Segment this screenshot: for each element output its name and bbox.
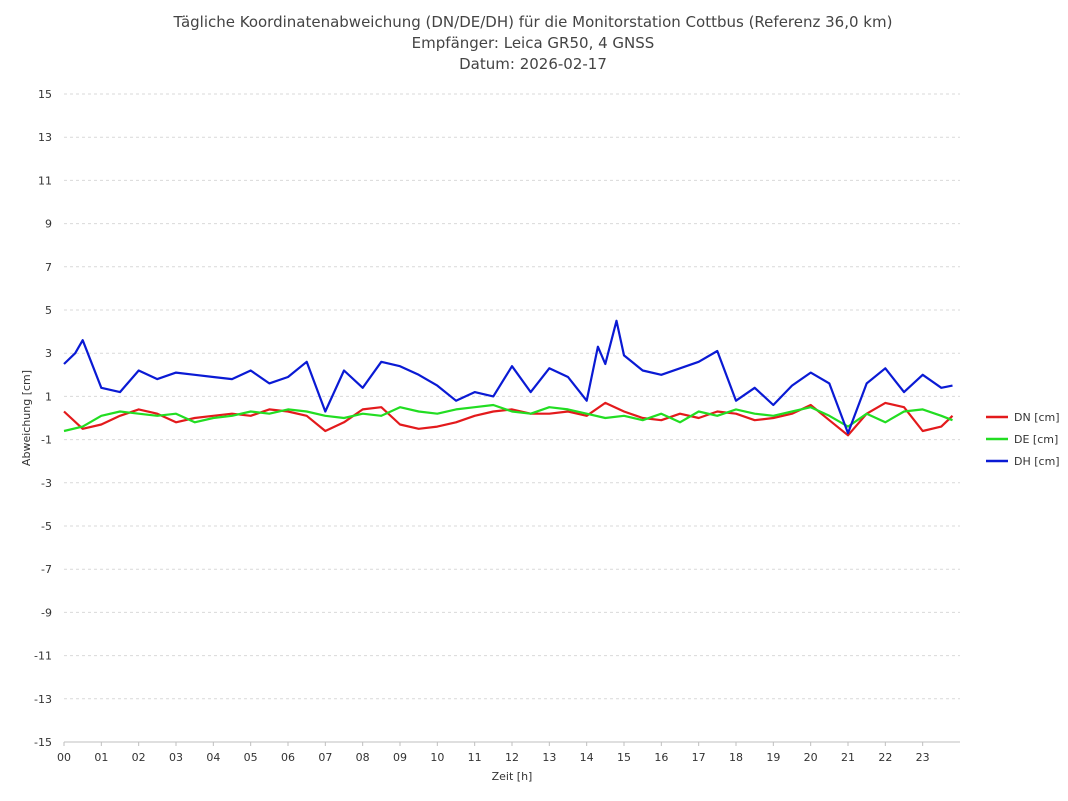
x-tick-label: 08: [356, 751, 370, 764]
y-tick-label: 5: [45, 304, 52, 317]
y-tick-label: 7: [45, 261, 52, 274]
series-line-dh: [63, 319, 953, 435]
x-tick-label: 14: [580, 751, 594, 764]
y-tick-label: 3: [45, 347, 52, 360]
series-line-dn: [63, 401, 954, 437]
y-tick-label: -15: [34, 736, 52, 749]
chart-title-line: Empfänger: Leica GR50, 4 GNSS: [412, 34, 655, 52]
y-tick-label: -7: [41, 563, 52, 576]
y-tick-label: 15: [38, 88, 52, 101]
x-tick-label: 15: [617, 751, 631, 764]
x-tick-label: 07: [318, 751, 332, 764]
y-tick-label: 9: [45, 218, 52, 231]
x-tick-label: 03: [169, 751, 183, 764]
x-tick-label: 10: [430, 751, 444, 764]
y-axis-label: Abweichung [cm]: [20, 370, 33, 466]
x-tick-label: 05: [244, 751, 258, 764]
y-tick-label: -5: [41, 520, 52, 533]
x-tick-label: 02: [132, 751, 146, 764]
x-tick-label: 00: [57, 751, 71, 764]
x-axis-label: Zeit [h]: [492, 770, 533, 783]
x-tick-label: 01: [94, 751, 108, 764]
x-tick-label: 20: [804, 751, 818, 764]
x-tick-label: 06: [281, 751, 295, 764]
y-tick-label: -13: [34, 693, 52, 706]
legend: DN [cm] DE [cm] DH [cm]: [986, 411, 1060, 468]
y-tick-label: 13: [38, 131, 52, 144]
legend-label: DH [cm]: [1014, 455, 1060, 468]
y-tick-label: 1: [45, 390, 52, 403]
series-lines: [63, 319, 954, 437]
x-tick-label: 12: [505, 751, 519, 764]
x-axis-ticks: 00 01 02 03 04 05 06 07 08 09 10 11 12 13 14 15 16 17 18 19…: [57, 742, 930, 764]
legend-label: DN [cm]: [1014, 411, 1060, 424]
x-tick-label: 16: [654, 751, 668, 764]
x-tick-label: 17: [692, 751, 706, 764]
y-tick-label: -9: [41, 606, 52, 619]
x-tick-label: 19: [766, 751, 780, 764]
x-tick-label: 13: [542, 751, 556, 764]
chart-title: Tägliche Koordinatenabweichung (DN/DE/DH…: [173, 13, 893, 73]
y-tick-label: -3: [41, 477, 52, 490]
x-tick-label: 09: [393, 751, 407, 764]
y-tick-label: -1: [41, 434, 52, 447]
x-tick-label: 23: [916, 751, 930, 764]
y-tick-label: -11: [34, 650, 52, 663]
x-tick-label: 21: [841, 751, 855, 764]
x-tick-label: 11: [468, 751, 482, 764]
chart-title-line: Tägliche Koordinatenabweichung (DN/DE/DH…: [173, 13, 893, 31]
legend-label: DE [cm]: [1014, 433, 1058, 446]
x-tick-label: 22: [878, 751, 892, 764]
chart-title-line: Datum: 2026-02-17: [459, 55, 607, 73]
y-axis-ticks: 15 13 11 9 7 5 3 1 -1 -3 -5 -7 -9 -11 -13 -15: [34, 88, 52, 749]
y-tick-label: 11: [38, 174, 52, 187]
x-tick-label: 18: [729, 751, 743, 764]
series-line-de: [63, 403, 953, 433]
x-tick-label: 04: [206, 751, 220, 764]
